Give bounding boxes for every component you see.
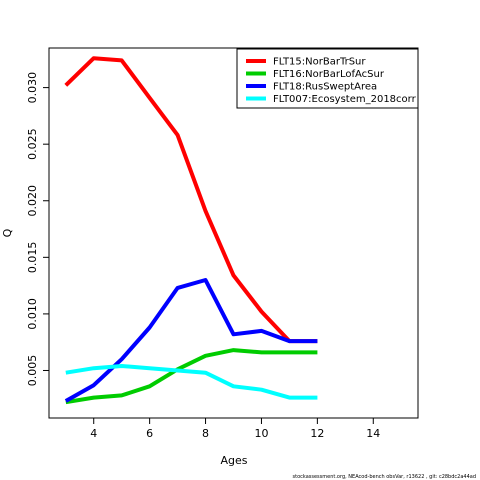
y-tick-label: 0.005 <box>26 355 39 387</box>
y-tick-label: 0.020 <box>26 185 39 217</box>
legend-label-4: FLT007:Ecosystem_2018corr <box>273 94 417 105</box>
y-axis: 0.005 0.010 0.015 0.020 0.025 0.030 <box>26 72 49 386</box>
x-tick-label: 12 <box>310 427 324 440</box>
legend-label-1: FLT15:NorBarTrSur <box>273 57 366 68</box>
x-axis-title: Ages <box>220 454 247 467</box>
series-line-1 <box>64 56 318 344</box>
y-tick-label: 0.025 <box>26 128 39 160</box>
x-tick-label: 14 <box>366 427 380 440</box>
y-tick-label: 0.010 <box>26 298 39 330</box>
x-tick-label: 10 <box>254 427 268 440</box>
x-axis: 4 6 8 10 12 14 <box>90 418 380 440</box>
y-tick-label: 0.030 <box>26 72 39 104</box>
footer-text: stockassessment.org, NEAcod-bench obsVar… <box>293 474 476 480</box>
x-tick-label: 6 <box>146 427 153 440</box>
legend-label-3: FLT18:RusSweptArea <box>273 82 377 93</box>
series-line-4 <box>65 364 318 400</box>
series-layer <box>64 56 318 405</box>
legend-label-2: FLT16:NorBarLofAcSur <box>273 69 385 80</box>
y-tick-label: 0.015 <box>26 242 39 274</box>
x-tick-label: 8 <box>202 427 209 440</box>
y-axis-title: Q <box>1 228 14 237</box>
plot-frame <box>48 47 419 419</box>
legend-box <box>236 48 419 109</box>
series-line-2 <box>65 348 318 405</box>
series-line-3 <box>64 278 318 403</box>
x-tick-label: 4 <box>90 427 97 440</box>
